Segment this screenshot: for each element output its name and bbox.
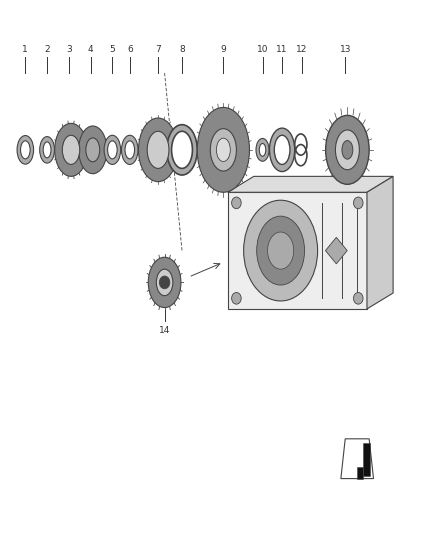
Ellipse shape bbox=[40, 136, 54, 163]
Ellipse shape bbox=[17, 135, 34, 164]
Polygon shape bbox=[341, 439, 374, 479]
Ellipse shape bbox=[148, 257, 181, 308]
Circle shape bbox=[353, 197, 363, 209]
Ellipse shape bbox=[269, 128, 295, 172]
Ellipse shape bbox=[268, 232, 294, 269]
Ellipse shape bbox=[210, 128, 237, 171]
Circle shape bbox=[353, 293, 363, 304]
Text: 14: 14 bbox=[159, 326, 170, 335]
Text: 1: 1 bbox=[22, 45, 28, 54]
Ellipse shape bbox=[259, 143, 266, 156]
Text: 5: 5 bbox=[110, 45, 115, 54]
Text: 6: 6 bbox=[127, 45, 133, 54]
Ellipse shape bbox=[43, 142, 51, 158]
Ellipse shape bbox=[257, 216, 304, 285]
Polygon shape bbox=[357, 467, 364, 479]
Ellipse shape bbox=[325, 115, 369, 184]
Ellipse shape bbox=[336, 130, 359, 169]
Ellipse shape bbox=[62, 135, 80, 165]
Text: 11: 11 bbox=[276, 45, 288, 54]
Polygon shape bbox=[367, 176, 393, 309]
Polygon shape bbox=[325, 237, 347, 264]
Text: 2: 2 bbox=[44, 45, 50, 54]
Circle shape bbox=[159, 276, 170, 289]
Text: 13: 13 bbox=[339, 45, 351, 54]
Ellipse shape bbox=[167, 125, 197, 175]
Ellipse shape bbox=[79, 126, 107, 174]
Ellipse shape bbox=[244, 200, 318, 301]
Ellipse shape bbox=[342, 141, 353, 159]
Ellipse shape bbox=[108, 141, 117, 159]
Polygon shape bbox=[228, 176, 393, 192]
Ellipse shape bbox=[256, 139, 269, 161]
Polygon shape bbox=[364, 442, 371, 476]
Ellipse shape bbox=[216, 138, 230, 161]
Ellipse shape bbox=[172, 131, 192, 168]
Text: 9: 9 bbox=[220, 45, 226, 54]
Polygon shape bbox=[228, 192, 367, 309]
Ellipse shape bbox=[55, 123, 87, 176]
Ellipse shape bbox=[156, 269, 173, 296]
Circle shape bbox=[332, 245, 341, 256]
Ellipse shape bbox=[274, 135, 290, 165]
Text: 7: 7 bbox=[155, 45, 161, 54]
Ellipse shape bbox=[86, 138, 100, 162]
Ellipse shape bbox=[121, 135, 138, 165]
Text: 3: 3 bbox=[66, 45, 72, 54]
Text: 8: 8 bbox=[179, 45, 185, 54]
Ellipse shape bbox=[21, 141, 30, 159]
Text: 12: 12 bbox=[296, 45, 307, 54]
Ellipse shape bbox=[138, 118, 178, 182]
Text: 10: 10 bbox=[257, 45, 268, 54]
Circle shape bbox=[232, 293, 241, 304]
Ellipse shape bbox=[197, 108, 250, 192]
Ellipse shape bbox=[104, 135, 120, 165]
Circle shape bbox=[232, 197, 241, 209]
Ellipse shape bbox=[125, 141, 134, 159]
Text: 4: 4 bbox=[88, 45, 93, 54]
Ellipse shape bbox=[147, 131, 169, 168]
